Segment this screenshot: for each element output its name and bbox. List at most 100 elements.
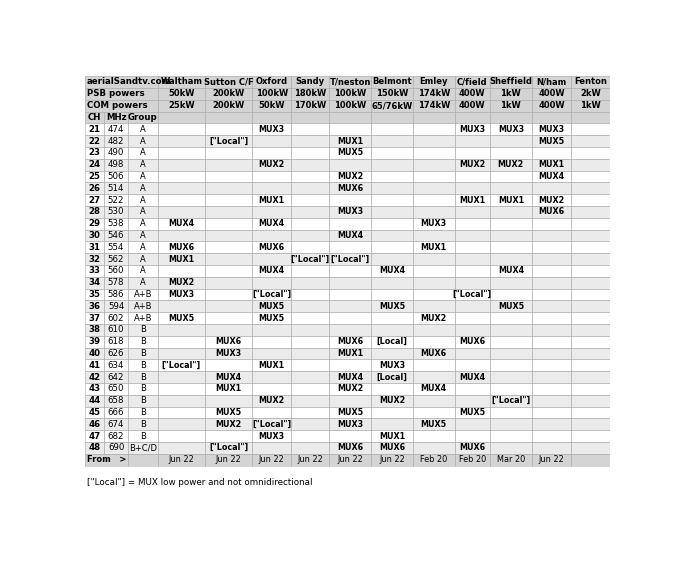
Bar (571, 217, 610, 229)
Bar (330, 454, 371, 465)
Bar (292, 347, 330, 359)
Bar (571, 324, 610, 336)
Text: 642: 642 (108, 373, 124, 382)
Bar (371, 442, 413, 454)
Bar (532, 430, 571, 442)
Bar (85, 241, 104, 253)
Bar (85, 229, 104, 241)
Bar (252, 194, 292, 206)
Bar (104, 442, 128, 454)
Bar (104, 217, 128, 229)
Bar (490, 288, 532, 300)
Text: 530: 530 (108, 207, 124, 216)
Bar (490, 395, 532, 406)
Bar (252, 123, 292, 135)
Bar (371, 182, 413, 194)
Bar (128, 359, 158, 371)
Bar (292, 170, 330, 182)
Bar (104, 217, 128, 229)
Bar (104, 312, 128, 324)
Bar (455, 194, 490, 206)
Text: 546: 546 (108, 231, 124, 240)
Bar (85, 265, 104, 277)
Bar (205, 111, 252, 123)
Bar (252, 277, 292, 288)
Text: MUX5: MUX5 (420, 420, 447, 429)
Text: MUX6: MUX6 (337, 443, 363, 452)
Bar (330, 359, 371, 371)
Bar (292, 88, 330, 99)
Bar (371, 430, 413, 442)
Bar (292, 288, 330, 300)
Text: MUX1: MUX1 (420, 243, 447, 252)
Bar (292, 88, 330, 99)
Bar (158, 336, 205, 347)
Bar (571, 135, 610, 147)
Bar (158, 135, 205, 147)
Bar (85, 253, 104, 265)
Bar (330, 147, 371, 158)
Bar (205, 99, 252, 111)
Bar (532, 88, 571, 99)
Bar (490, 418, 532, 430)
Text: MUX6: MUX6 (337, 337, 363, 346)
Text: MUX5: MUX5 (258, 314, 285, 323)
Bar (158, 383, 205, 395)
Bar (532, 265, 571, 277)
Bar (330, 170, 371, 182)
Bar (104, 406, 128, 418)
Text: MUX2: MUX2 (379, 396, 405, 405)
Bar (128, 383, 158, 395)
Text: MUX2: MUX2 (216, 420, 241, 429)
Bar (330, 229, 371, 241)
Bar (128, 253, 158, 265)
Bar (455, 359, 490, 371)
Bar (330, 158, 371, 170)
Bar (104, 288, 128, 300)
Bar (292, 111, 330, 123)
Bar (330, 371, 371, 383)
Bar (413, 300, 455, 312)
Text: MUX3: MUX3 (168, 290, 195, 299)
Bar (205, 99, 252, 111)
Bar (571, 442, 610, 454)
Bar (330, 241, 371, 253)
Bar (85, 147, 104, 158)
Bar (532, 406, 571, 418)
Bar (455, 265, 490, 277)
Bar (128, 206, 158, 217)
Bar (413, 123, 455, 135)
Bar (292, 312, 330, 324)
Bar (158, 430, 205, 442)
Bar (490, 277, 532, 288)
Bar (85, 300, 104, 312)
Bar (571, 383, 610, 395)
Bar (128, 194, 158, 206)
Bar (292, 418, 330, 430)
Bar (490, 406, 532, 418)
Text: MUX6: MUX6 (379, 443, 405, 452)
Text: 34: 34 (89, 278, 100, 287)
Text: 626: 626 (108, 349, 124, 358)
Bar (292, 300, 330, 312)
Bar (292, 359, 330, 371)
Bar (371, 111, 413, 123)
Bar (205, 194, 252, 206)
Bar (292, 182, 330, 194)
Bar (571, 170, 610, 182)
Bar (371, 406, 413, 418)
Bar (158, 217, 205, 229)
Bar (292, 217, 330, 229)
Text: MUX3: MUX3 (258, 125, 285, 134)
Bar (330, 395, 371, 406)
Bar (371, 229, 413, 241)
Bar (413, 88, 455, 99)
Bar (490, 99, 532, 111)
Text: B: B (140, 325, 146, 334)
Bar (158, 336, 205, 347)
Bar (85, 347, 104, 359)
Bar (104, 383, 128, 395)
Bar (413, 430, 455, 442)
Bar (85, 206, 104, 217)
Bar (490, 123, 532, 135)
